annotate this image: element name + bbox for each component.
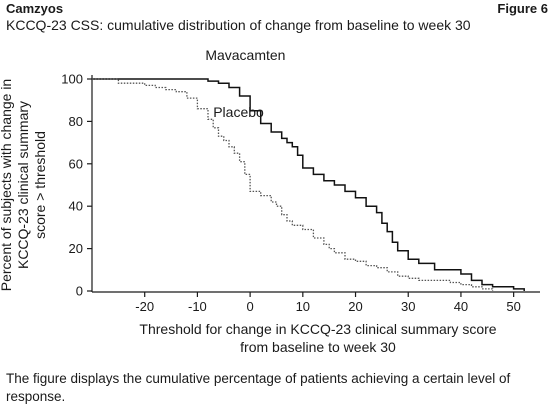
figure-label: Figure 6 [497,1,548,16]
x-tick-label: -10 [188,299,207,314]
y-ticks: 0 20 40 60 80 100 [61,72,92,299]
axes [91,75,540,293]
y-axis-label-line: score > threshold [32,131,48,239]
x-tick-label: 30 [401,299,415,314]
chart-title: KCCQ-23 CSS: cumulative distribution of … [6,17,471,33]
series-group [92,78,525,291]
y-tick-label: 100 [61,72,83,87]
y-tick-label: 0 [76,284,83,299]
y-axis-label-line: Percent of subjects with change in [0,79,14,291]
y-axis-label: Percent of subjects with change inKCCQ-2… [0,79,48,291]
y-tick-label: 60 [69,156,83,171]
x-tick-label: 40 [454,299,468,314]
x-axis-label-line: from baseline to week 30 [240,339,396,355]
y-tick-label: 40 [69,199,83,214]
x-ticks: -20 -10 0 10 20 30 40 50 [135,292,521,314]
x-tick-label: 10 [296,299,310,314]
series-label: Placebo [213,104,264,120]
x-tick-label: 0 [247,299,254,314]
x-tick-label: 20 [348,299,362,314]
brand-title: Camzyos [6,1,64,16]
y-tick-label: 80 [69,114,83,129]
series-label: Mavacamten [205,47,285,63]
y-tick-label: 20 [69,241,83,256]
series-line-placebo [92,78,494,291]
y-axis-label-line: KCCQ-23 clinical summary [15,101,31,269]
x-axis-label-line: Threshold for change in KCCQ-23 clinical… [139,321,496,337]
x-axis-label: Threshold for change in KCCQ-23 clinical… [139,321,496,355]
figure-caption: The figure displays the cumulative perce… [6,371,511,404]
x-tick-label: 50 [506,299,520,314]
series-line-mavacamten [92,78,525,291]
x-tick-label: -20 [135,299,154,314]
annotations: Mavacamten Placebo [205,47,285,120]
